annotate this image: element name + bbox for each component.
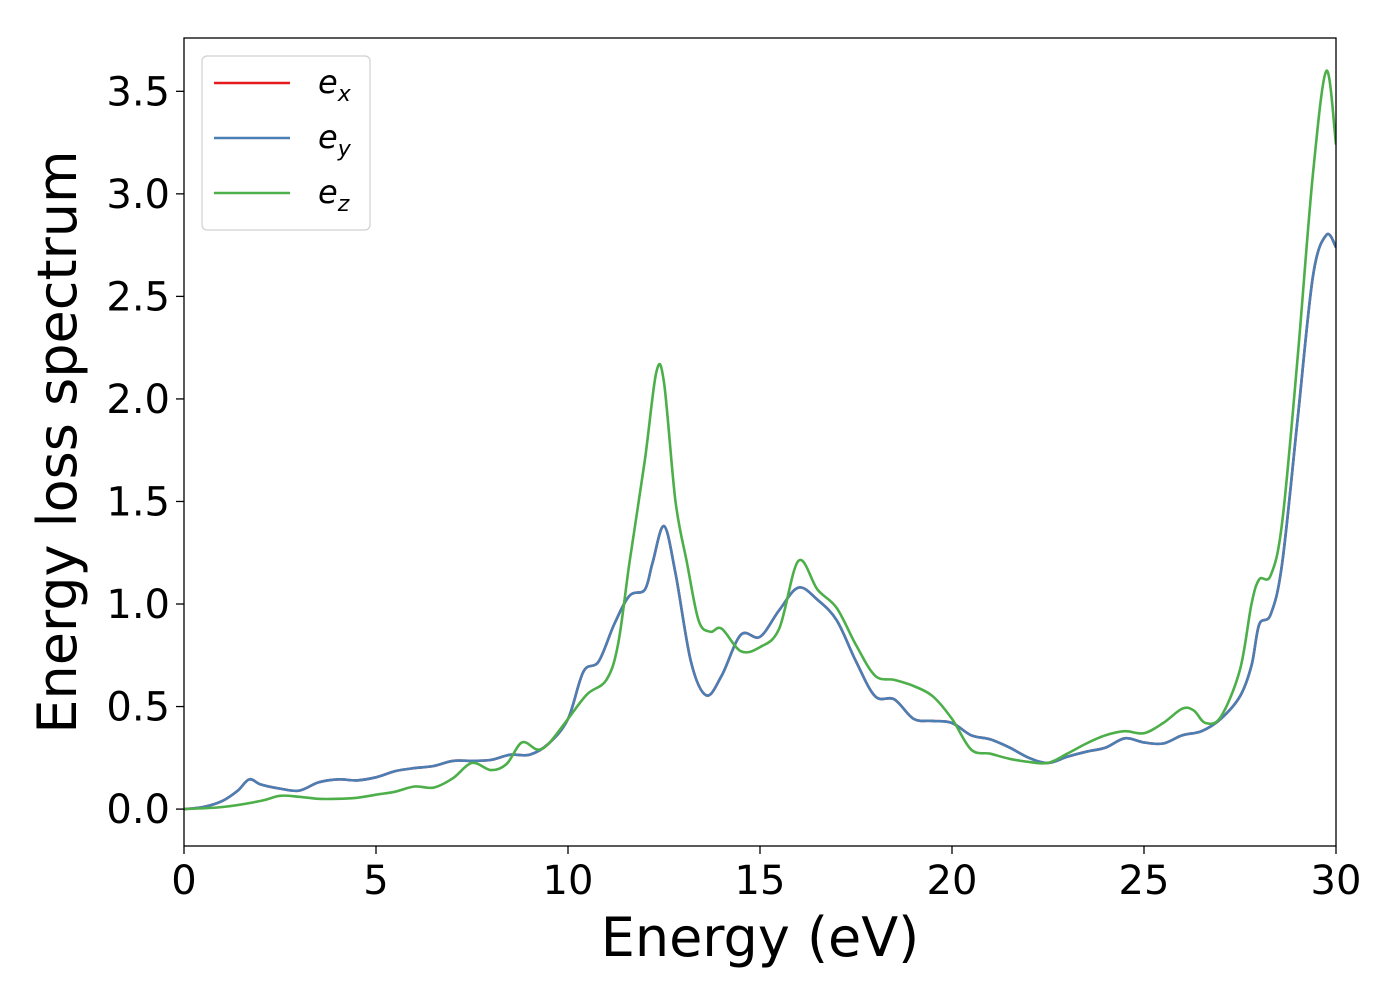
legend-box <box>201 55 371 231</box>
series-layer <box>184 69 1336 811</box>
y-tick-label: 3.5 <box>106 69 170 115</box>
legend-label-subscript: x <box>337 82 352 107</box>
legend-label-base: e <box>318 63 338 101</box>
legend-label-e-y: ey <box>318 118 352 162</box>
legend-label-subscript: z <box>337 192 350 217</box>
x-tick-label: 25 <box>1119 858 1170 904</box>
y-tick-label: 0.0 <box>106 787 170 833</box>
series-line-e-z <box>184 69 1336 811</box>
legend-label-base: e <box>318 118 338 156</box>
ticks-layer: 0 5 10 15 20 25 30 0.0 0.5 1.0 1.5 2.0 2.5 3.0 3.5 <box>106 69 1361 904</box>
legend-label-e-x: ex <box>318 63 352 107</box>
x-tick-label: 10 <box>543 858 594 904</box>
x-tick-label: 0 <box>171 858 196 904</box>
y-tick-label: 2.0 <box>106 377 170 423</box>
x-tick-label: 5 <box>363 858 388 904</box>
series-line-e-y <box>184 232 1336 811</box>
y-axis-title: Energy loss spectrum <box>26 150 89 733</box>
legend-label-subscript: y <box>337 137 352 162</box>
x-tick-label: 15 <box>735 858 786 904</box>
y-tick-label: 0.5 <box>106 685 170 731</box>
y-tick-label: 3.0 <box>106 172 170 218</box>
legend-label-e-z: ez <box>318 173 350 217</box>
x-axis-title: Energy (eV) <box>601 906 920 969</box>
x-tick-label: 30 <box>1311 858 1362 904</box>
y-tick-label: 1.5 <box>106 479 170 525</box>
x-tick-label: 20 <box>927 858 978 904</box>
y-tick-label: 2.5 <box>106 274 170 320</box>
plot-frame <box>183 37 1337 847</box>
legend-label-base: e <box>318 173 338 211</box>
y-tick-label: 1.0 <box>106 582 170 628</box>
